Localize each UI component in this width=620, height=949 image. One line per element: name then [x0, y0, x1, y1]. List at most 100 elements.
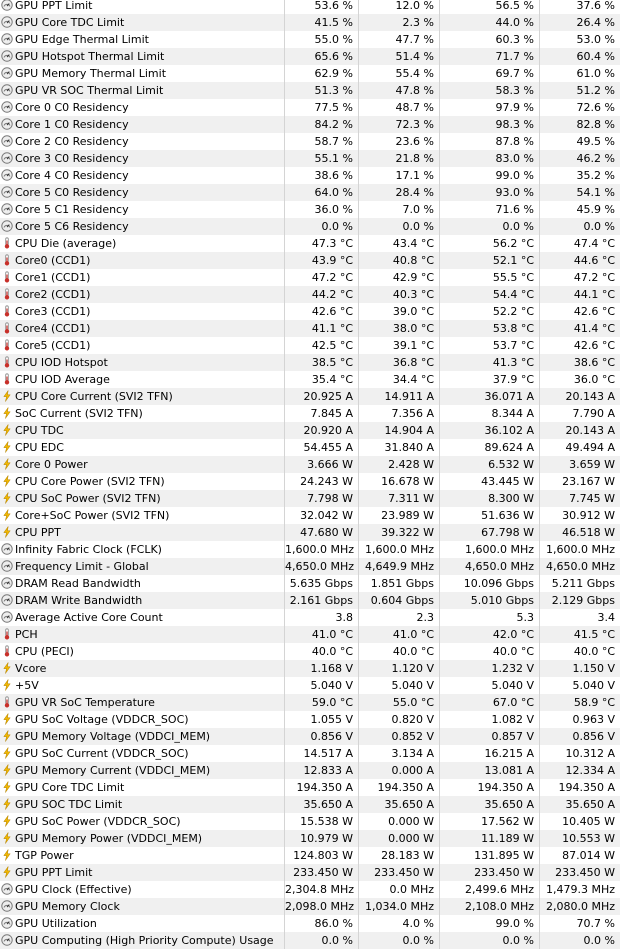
- sensor-row[interactable]: +5V 5.040 V 5.040 V 5.040 V 5.040 V: [0, 677, 620, 694]
- sensor-row[interactable]: Core 0 C0 Residency 77.5 % 48.7 % 97.9 % 72.…: [0, 99, 620, 116]
- sensor-row[interactable]: GPU Computing (High Priority Compute) Us…: [0, 932, 620, 949]
- sensor-row[interactable]: Infinity Fabric Clock (FCLK) 1,600.0 MHz 1…: [0, 541, 620, 558]
- sensor-row[interactable]: Frequency Limit - Global 4,650.0 MHz 4,649…: [0, 558, 620, 575]
- sensor-row[interactable]: CPU IOD Hotspot 38.5 °C 36.8 °C 41.3 °C 38.6…: [0, 354, 620, 371]
- sensor-row[interactable]: GPU VR SOC Thermal Limit 51.3 % 47.8 % 58.3…: [0, 82, 620, 99]
- sensor-row[interactable]: Core 5 C0 Residency 64.0 % 28.4 % 93.0 % 54.…: [0, 184, 620, 201]
- thermometer-icon: [1, 373, 13, 385]
- sensor-row[interactable]: GPU Core TDC Limit 194.350 A 194.350 A 194.…: [0, 779, 620, 796]
- maximum-value: 55.5 °C: [440, 269, 540, 286]
- average-value: 45.9 %: [576, 203, 615, 216]
- sensor-row[interactable]: GPU SOC TDC Limit 35.650 A 35.650 A 35.650 …: [0, 796, 620, 813]
- sensor-row[interactable]: GPU SoC Power (VDDCR_SOC) 15.538 W 0.000 W…: [0, 813, 620, 830]
- average-value: 5.211 Gbps: [551, 577, 615, 590]
- sensor-name-cell: GPU Core TDC Limit: [0, 14, 285, 31]
- sensor-row[interactable]: GPU PPT Limit 233.450 W 233.450 W 233.450 W…: [0, 864, 620, 881]
- bolt-icon: [1, 832, 13, 844]
- sensor-row[interactable]: GPU SoC Current (VDDCR_SOC) 14.517 A 3.134…: [0, 745, 620, 762]
- maximum-value: 71.6 %: [440, 201, 540, 218]
- gauge-icon: [1, 118, 13, 130]
- sensor-row[interactable]: GPU Utilization 86.0 % 4.0 % 99.0 % 70.7 %: [0, 915, 620, 932]
- sensor-row[interactable]: CPU (PECI) 40.0 °C 40.0 °C 40.0 °C 40.0 °C: [0, 643, 620, 660]
- bolt-icon: [1, 679, 13, 691]
- sensor-row[interactable]: GPU Clock (Effective) 2,304.8 MHz 0.0 MHz 2…: [0, 881, 620, 898]
- sensor-label: GPU PPT Limit: [15, 0, 93, 12]
- current-value: 42.6 °C: [285, 303, 359, 320]
- sensor-row[interactable]: CPU Core Current (SVI2 TFN) 20.925 A 14.91…: [0, 388, 620, 405]
- sensor-row[interactable]: Core 3 C0 Residency 55.1 % 21.8 % 83.0 % 46.…: [0, 150, 620, 167]
- minimum-value: 47.7 %: [359, 31, 440, 48]
- average-value: 0.0 %: [583, 934, 615, 947]
- minimum-value: 2.3: [359, 609, 440, 626]
- minimum-value: 36.8 °C: [359, 354, 440, 371]
- sensor-row[interactable]: GPU PPT Limit 53.6 % 12.0 % 56.5 % 37.6 %: [0, 0, 620, 14]
- maximum-value: 6.532 W: [440, 456, 540, 473]
- sensor-row[interactable]: Core 0 Power 3.666 W 2.428 W 6.532 W 3.659 W: [0, 456, 620, 473]
- sensor-row[interactable]: Core 1 C0 Residency 84.2 % 72.3 % 98.3 % 82.…: [0, 116, 620, 133]
- sensor-label: GPU Core TDC Limit: [15, 781, 125, 794]
- sensor-row[interactable]: Core0 (CCD1) 43.9 °C 40.8 °C 52.1 °C 44.6 °C: [0, 252, 620, 269]
- sensor-row[interactable]: DRAM Write Bandwidth 2.161 Gbps 0.604 Gbps…: [0, 592, 620, 609]
- minimum-value: 1,600.0 MHz: [359, 541, 440, 558]
- sensor-row[interactable]: GPU Memory Clock 2,098.0 MHz 1,034.0 MHz 2,…: [0, 898, 620, 915]
- sensor-name-cell: GPU VR SOC Thermal Limit: [0, 82, 285, 99]
- sensor-row[interactable]: CPU Die (average) 47.3 °C 43.4 °C 56.2 °C 47…: [0, 235, 620, 252]
- sensor-row[interactable]: Core 2 C0 Residency 58.7 % 23.6 % 87.8 % 49.…: [0, 133, 620, 150]
- sensor-row[interactable]: GPU Edge Thermal Limit 55.0 % 47.7 % 60.3 %…: [0, 31, 620, 48]
- sensor-row[interactable]: Core1 (CCD1) 47.2 °C 42.9 °C 55.5 °C 47.2 °C: [0, 269, 620, 286]
- sensor-row[interactable]: GPU VR SoC Temperature 59.0 °C 55.0 °C 67.0…: [0, 694, 620, 711]
- sensor-row[interactable]: Core3 (CCD1) 42.6 °C 39.0 °C 52.2 °C 42.6 °C: [0, 303, 620, 320]
- current-value: 42.5 °C: [285, 337, 359, 354]
- sensor-row[interactable]: DRAM Read Bandwidth 5.635 Gbps 1.851 Gbps 1…: [0, 575, 620, 592]
- maximum-value: 8.344 A: [440, 405, 540, 422]
- sensor-row[interactable]: Core 4 C0 Residency 38.6 % 17.1 % 99.0 % 35.…: [0, 167, 620, 184]
- average-value: 42.6 °C: [573, 339, 615, 352]
- sensor-row[interactable]: GPU Memory Voltage (VDDCI_MEM) 0.856 V 0.8…: [0, 728, 620, 745]
- maximum-value: 71.7 %: [440, 48, 540, 65]
- sensor-row[interactable]: Core2 (CCD1) 44.2 °C 40.3 °C 54.4 °C 44.1 °C: [0, 286, 620, 303]
- maximum-value: 56.5 %: [440, 0, 540, 14]
- average-value: 10.405 W: [562, 815, 615, 828]
- sensor-row[interactable]: CPU SoC Power (SVI2 TFN) 7.798 W 7.311 W 8.…: [0, 490, 620, 507]
- sensor-row[interactable]: Vcore 1.168 V 1.120 V 1.232 V 1.150 V: [0, 660, 620, 677]
- sensor-row[interactable]: Core5 (CCD1) 42.5 °C 39.1 °C 53.7 °C 42.6 °C: [0, 337, 620, 354]
- sensor-row[interactable]: Core4 (CCD1) 41.1 °C 38.0 °C 53.8 °C 41.4 °C: [0, 320, 620, 337]
- sensor-row[interactable]: Core 5 C6 Residency 0.0 % 0.0 % 0.0 % 0.0 %: [0, 218, 620, 235]
- sensor-row[interactable]: Average Active Core Count 3.8 2.3 5.3 3.4: [0, 609, 620, 626]
- sensor-row[interactable]: GPU Core TDC Limit 41.5 % 2.3 % 44.0 % 26.4 …: [0, 14, 620, 31]
- current-value: 24.243 W: [285, 473, 359, 490]
- sensor-row[interactable]: GPU SoC Voltage (VDDCR_SOC) 1.055 V 0.820 …: [0, 711, 620, 728]
- sensor-row[interactable]: CPU EDC 54.455 A 31.840 A 89.624 A 49.494 A: [0, 439, 620, 456]
- minimum-value: 39.1 °C: [359, 337, 440, 354]
- thermometer-icon: [1, 288, 13, 300]
- average-value: 0.856 V: [572, 730, 615, 743]
- sensor-row[interactable]: GPU Hotspot Thermal Limit 65.6 % 51.4 % 71.…: [0, 48, 620, 65]
- minimum-value: 51.4 %: [359, 48, 440, 65]
- sensor-row[interactable]: GPU Memory Power (VDDCI_MEM) 10.979 W 0.00…: [0, 830, 620, 847]
- sensor-row[interactable]: CPU TDC 20.920 A 14.904 A 36.102 A 20.143 A: [0, 422, 620, 439]
- current-value: 62.9 %: [285, 65, 359, 82]
- current-value: 84.2 %: [285, 116, 359, 133]
- thermometer-icon: [1, 271, 13, 283]
- current-value: 20.920 A: [285, 422, 359, 439]
- sensor-row[interactable]: TGP Power 124.803 W 28.183 W 131.895 W 87.01…: [0, 847, 620, 864]
- current-value: 40.0 °C: [285, 643, 359, 660]
- average-value: 51.2 %: [576, 84, 615, 97]
- sensor-row[interactable]: SoC Current (SVI2 TFN) 7.845 A 7.356 A 8.34…: [0, 405, 620, 422]
- minimum-value: 42.9 °C: [359, 269, 440, 286]
- bolt-icon: [1, 713, 13, 725]
- sensor-name-cell: Core3 (CCD1): [0, 303, 285, 320]
- bolt-icon: [1, 475, 13, 487]
- sensor-row[interactable]: GPU Memory Thermal Limit 62.9 % 55.4 % 69.7…: [0, 65, 620, 82]
- sensor-row[interactable]: CPU PPT 47.680 W 39.322 W 67.798 W 46.518 W: [0, 524, 620, 541]
- sensor-row[interactable]: GPU Memory Current (VDDCI_MEM) 12.833 A 0.…: [0, 762, 620, 779]
- sensor-row[interactable]: CPU Core Power (SVI2 TFN) 24.243 W 16.678 …: [0, 473, 620, 490]
- sensor-row[interactable]: CPU IOD Average 35.4 °C 34.4 °C 37.9 °C 36.0…: [0, 371, 620, 388]
- sensor-row[interactable]: Core+SoC Power (SVI2 TFN) 32.042 W 23.989 …: [0, 507, 620, 524]
- average-value: 87.014 W: [562, 849, 615, 862]
- sensor-row[interactable]: Core 5 C1 Residency 36.0 % 7.0 % 71.6 % 45.9…: [0, 201, 620, 218]
- sensor-label: Core3 (CCD1): [15, 305, 91, 318]
- sensor-row[interactable]: PCH 41.0 °C 41.0 °C 42.0 °C 41.5 °C: [0, 626, 620, 643]
- sensor-label: GPU PPT Limit: [15, 866, 93, 879]
- sensor-label: CPU Core Power (SVI2 TFN): [15, 475, 165, 488]
